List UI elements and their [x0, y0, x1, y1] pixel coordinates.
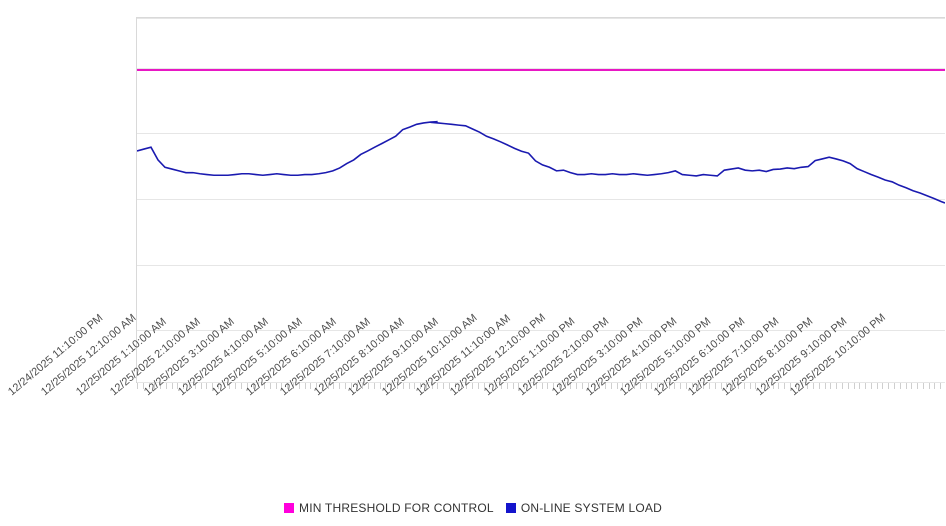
- min-threshold-line[interactable]: [137, 69, 945, 71]
- load-legend-swatch: [506, 503, 516, 513]
- legend-item-threshold[interactable]: MIN THRESHOLD FOR CONTROL: [284, 501, 494, 515]
- online-system-load-line[interactable]: [137, 18, 945, 382]
- threshold-legend-label: MIN THRESHOLD FOR CONTROL: [299, 501, 494, 515]
- load-legend-label: ON-LINE SYSTEM LOAD: [521, 501, 662, 515]
- chart-legend: MIN THRESHOLD FOR CONTROL ON-LINE SYSTEM…: [0, 498, 946, 518]
- legend-item-load[interactable]: ON-LINE SYSTEM LOAD: [506, 501, 662, 515]
- xaxis-labels: 12/24/2025 11:10:00 PM 12/25/2025 12:10:…: [0, 389, 946, 499]
- chart-container: 12/24/2025 11:10:00 PM 12/25/2025 12:10:…: [0, 0, 946, 526]
- plot-area: [136, 17, 945, 383]
- threshold-legend-swatch: [284, 503, 294, 513]
